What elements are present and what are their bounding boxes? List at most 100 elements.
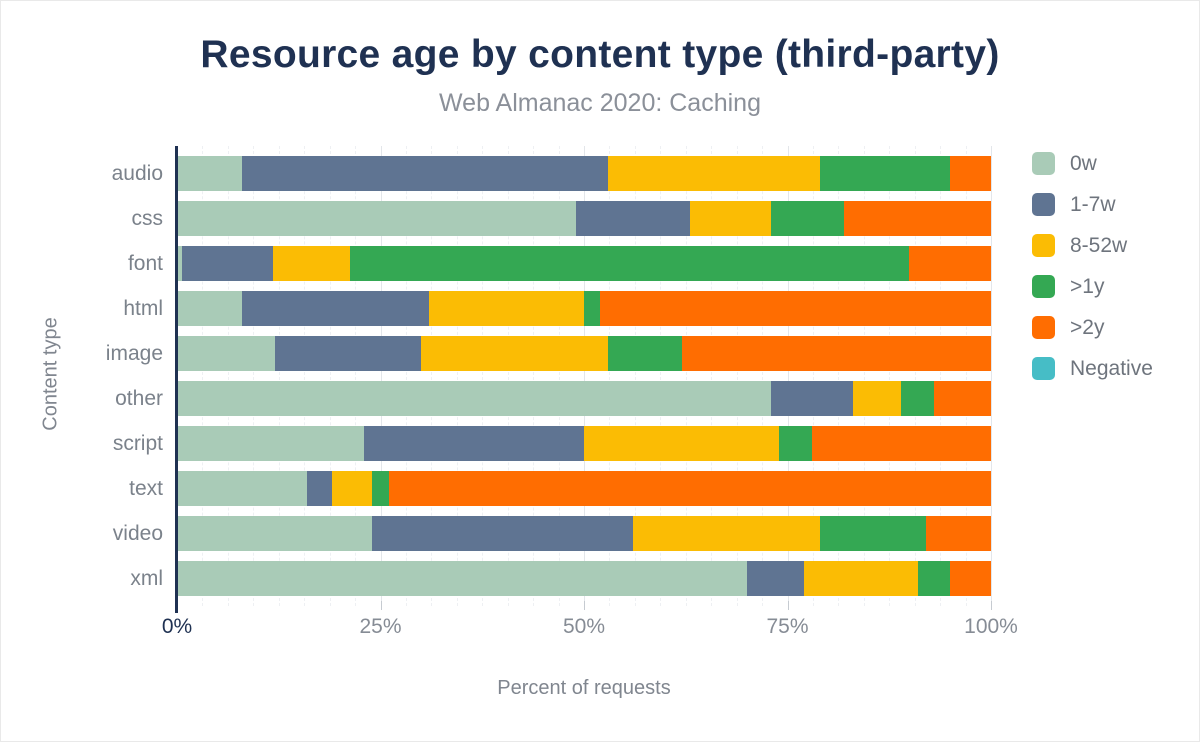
bar-row-css: css (132, 196, 991, 241)
bar-segment->1y[interactable] (820, 156, 951, 191)
bar-segment-8-52w[interactable] (583, 426, 780, 461)
bar-segment->2y[interactable] (681, 336, 991, 371)
bar-segment->1y[interactable] (372, 471, 389, 506)
bar-row-font: font (128, 241, 991, 286)
bar-segment->2y[interactable] (811, 426, 991, 461)
legend-label-8-52w: 8-52w (1070, 233, 1128, 257)
gridlines (177, 146, 992, 606)
minor-gridline (762, 146, 764, 606)
bar-segment-0w[interactable] (177, 246, 182, 281)
legend-item->2y: >2y (1032, 316, 1153, 339)
x-tick-50 (584, 601, 585, 610)
bar-segment->2y[interactable] (950, 156, 991, 191)
minor-gridline (355, 146, 357, 606)
minor-gridline (863, 146, 865, 606)
bar-segment-8-52w[interactable] (273, 246, 351, 281)
bar-segment-8-52w[interactable] (689, 201, 772, 236)
y-axis-label-other: other (115, 387, 163, 410)
bar-segment-1-7w[interactable] (372, 516, 633, 551)
legend-label-Negative: Negative (1070, 356, 1153, 380)
minor-gridline (329, 146, 331, 606)
bar-segment-1-7w[interactable] (307, 471, 332, 506)
bar-row-script: script (113, 421, 991, 466)
bar-segment->1y[interactable] (608, 336, 682, 371)
bar-segment-1-7w[interactable] (575, 201, 690, 236)
bar-script (177, 426, 991, 461)
minor-gridline (405, 146, 407, 606)
bar-segment->1y[interactable] (583, 291, 601, 326)
x-tick-label-0: 0% (161, 615, 193, 638)
bar-segment-0w[interactable] (177, 561, 747, 596)
bar-segment-1-7w[interactable] (274, 336, 422, 371)
y-axis-label-image: image (105, 342, 163, 365)
y-axis-label-script: script (112, 432, 163, 455)
x-tick-label-25: 25% (359, 615, 402, 638)
bar-row-xml: xml (130, 556, 991, 601)
bar-segment-0w[interactable] (177, 381, 772, 416)
bar-segment-0w[interactable] (177, 426, 365, 461)
legend-item-8-52w: 8-52w (1032, 234, 1153, 257)
bar-segment-0w[interactable] (177, 336, 275, 371)
bar-segment->1y[interactable] (901, 381, 934, 416)
x-axis-title: Percent of requests (497, 677, 671, 699)
bar-font (177, 246, 991, 281)
y-axis-label-text: text (129, 477, 163, 500)
bar-segment-8-52w[interactable] (803, 561, 918, 596)
bar-segment->2y[interactable] (925, 516, 991, 551)
bar-segment-0w[interactable] (177, 156, 243, 191)
bar-row-image: image (106, 331, 991, 376)
bar-segment->1y[interactable] (771, 201, 845, 236)
bar-xml (177, 561, 991, 596)
minor-gridline (202, 146, 204, 606)
minor-gridline (533, 146, 535, 606)
bar-segment-1-7w[interactable] (242, 291, 430, 326)
minor-gridline (711, 146, 713, 606)
bar-row-text: text (129, 466, 991, 511)
minor-gridline (685, 146, 687, 606)
bar-segment->1y[interactable] (350, 246, 909, 281)
minor-gridline (660, 146, 662, 606)
bar-segment->1y[interactable] (820, 516, 926, 551)
bar-row-video: video (113, 511, 991, 556)
bar-segment-8-52w[interactable] (608, 156, 821, 191)
bar-segment->2y[interactable] (600, 291, 991, 326)
y-axis-label-font: font (127, 252, 163, 275)
legend-label-0w: 0w (1070, 151, 1097, 175)
y-axis-label-xml: xml (130, 567, 163, 590)
bar-other (177, 381, 991, 416)
minor-gridline (304, 146, 306, 606)
legend-item-Negative: Negative (1032, 357, 1153, 380)
bar-segment-1-7w[interactable] (242, 156, 609, 191)
bar-segment->1y[interactable] (917, 561, 951, 596)
bar-segment-1-7w[interactable] (364, 426, 584, 461)
x-tick-25 (380, 601, 382, 610)
legend-swatch-1-7w (1032, 193, 1055, 216)
minor-gridline (838, 146, 840, 606)
bar-segment-8-52w[interactable] (421, 336, 609, 371)
bar-segment->2y[interactable] (950, 561, 991, 596)
bar-segment-8-52w[interactable] (852, 381, 902, 416)
bar-segment-0w[interactable] (177, 201, 576, 236)
bar-segment-8-52w[interactable] (429, 291, 584, 326)
bar-segment-8-52w[interactable] (331, 471, 373, 506)
y-axis-line (175, 146, 178, 613)
minor-gridline (609, 146, 611, 606)
bar-segment-8-52w[interactable] (632, 516, 821, 551)
bar-segment->2y[interactable] (388, 471, 991, 506)
bar-segment-0w[interactable] (177, 291, 243, 326)
bar-segment->2y[interactable] (844, 201, 991, 236)
minor-gridline (507, 146, 509, 606)
bar-segment-1-7w[interactable] (771, 381, 853, 416)
bar-segment-0w[interactable] (177, 516, 373, 551)
legend-item-0w: 0w (1032, 152, 1153, 175)
bar-segment->1y[interactable] (779, 426, 812, 461)
bar-row-other: other (115, 376, 991, 421)
legend-label->2y: >2y (1070, 315, 1105, 339)
bar-segment-1-7w[interactable] (181, 246, 274, 281)
bar-segment-1-7w[interactable] (746, 561, 804, 596)
y-axis-label-video: video (112, 522, 163, 545)
bar-segment->2y[interactable] (908, 246, 991, 281)
major-gridline (380, 146, 382, 606)
bar-segment->2y[interactable] (933, 381, 991, 416)
bar-segment-0w[interactable] (177, 471, 308, 506)
